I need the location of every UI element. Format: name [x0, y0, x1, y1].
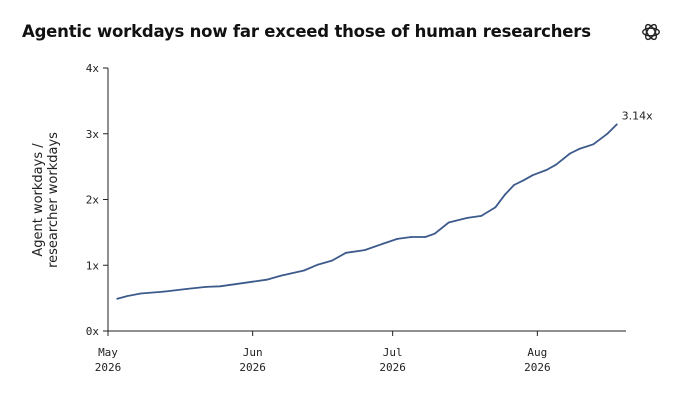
openai-logo-icon	[642, 23, 660, 41]
end-value-label: 3.14x	[622, 110, 653, 123]
data-point	[205, 286, 207, 288]
x-tick-label-year: 2026	[239, 361, 266, 374]
data-point	[139, 292, 142, 295]
chart-title: Agentic workdays now far exceed those of…	[22, 22, 591, 41]
x-tick-label-year: 2026	[379, 361, 406, 374]
y-tick-label: 1x	[86, 259, 100, 272]
data-point	[219, 285, 221, 288]
series-line	[116, 123, 618, 300]
data-point	[466, 217, 469, 219]
data-point	[545, 169, 548, 171]
data-point	[382, 242, 385, 245]
data-point	[513, 184, 515, 186]
data-point	[433, 232, 436, 235]
data-point	[116, 297, 119, 300]
y-axis-label-line-2: researcher workdays	[46, 132, 61, 268]
data-point	[531, 174, 534, 177]
data-point	[522, 179, 525, 182]
data-point	[424, 236, 427, 238]
y-tick-label: 2x	[86, 194, 100, 207]
x-tick-label-month: May	[98, 346, 118, 359]
data-point	[615, 123, 618, 126]
data-point	[303, 269, 305, 272]
data-point	[125, 295, 128, 298]
x-tick-label-month: Jun	[243, 346, 263, 359]
data-point	[251, 280, 254, 283]
y-axis-label-line-1: Agent workdays /	[31, 143, 46, 257]
data-point	[265, 278, 268, 281]
data-point	[363, 249, 366, 252]
data-point	[494, 206, 497, 209]
data-point	[555, 163, 557, 166]
data-point	[578, 147, 581, 150]
data-point	[186, 288, 189, 290]
data-point	[447, 221, 450, 224]
data-point	[592, 143, 595, 146]
x-tick-label-year: 2026	[524, 361, 551, 374]
data-point	[606, 132, 609, 135]
data-point	[279, 274, 282, 277]
data-point	[317, 263, 319, 266]
y-tick-label: 0x	[86, 325, 100, 338]
x-tick-label-year: 2026	[95, 361, 122, 374]
data-point	[331, 259, 333, 262]
y-tick-label: 3x	[86, 128, 100, 141]
y-tick-label: 4x	[86, 62, 100, 75]
x-tick-label-month: Jul	[383, 346, 403, 359]
data-point	[410, 236, 413, 238]
data-point	[345, 251, 347, 254]
data-point	[163, 290, 165, 293]
data-point	[396, 238, 399, 240]
data-point	[569, 152, 571, 155]
data-point	[503, 193, 506, 196]
x-tick-label-month: Aug	[527, 346, 547, 359]
data-point	[480, 215, 483, 217]
data-point	[237, 282, 240, 285]
